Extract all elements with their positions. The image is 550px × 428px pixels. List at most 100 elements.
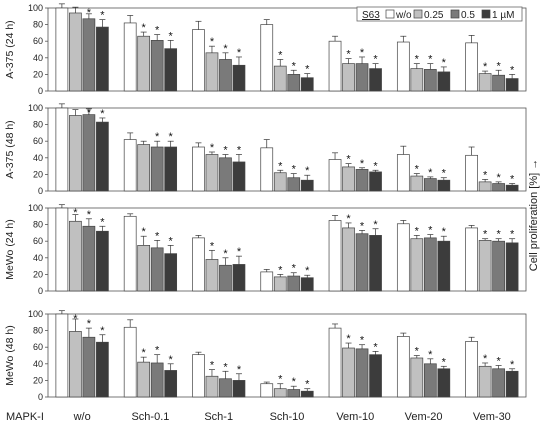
- y-tick-label: 100: [28, 203, 43, 213]
- significance-star: *: [155, 230, 160, 242]
- significance-star: *: [373, 160, 378, 172]
- bar: [219, 378, 232, 398]
- significance-star: *: [223, 248, 228, 260]
- bar: [478, 181, 492, 192]
- bar: [82, 225, 96, 292]
- bar: [478, 73, 492, 92]
- significance-star: *: [373, 219, 378, 231]
- significance-star: *: [73, 207, 78, 219]
- bar: [260, 383, 274, 398]
- bar: [328, 327, 342, 398]
- significance-star: *: [360, 220, 365, 232]
- significance-star: *: [155, 131, 160, 143]
- category-label: Sch-10: [270, 411, 305, 423]
- category-axis-labels: w/o Sch-0.1 Sch-1 Sch-10 Vem-10 Vem-20 Vem-30: [73, 411, 511, 423]
- significance-star: *: [87, 209, 92, 221]
- significance-star: *: [237, 246, 242, 258]
- y-tick-label: 100: [28, 309, 43, 319]
- significance-star: *: [415, 346, 420, 358]
- bar: [82, 336, 96, 398]
- y-tick-label: 60: [33, 36, 43, 46]
- chart-panels: 0 20 40 60 80 100 A-375 (24 h) * * * * * * * * * * * * * * * *…: [4, 3, 527, 402]
- bar: [219, 264, 232, 292]
- bar: [287, 177, 301, 192]
- significance-star: *: [87, 318, 92, 330]
- bar: [96, 26, 109, 92]
- bar: [260, 24, 274, 92]
- significance-star: *: [510, 174, 515, 186]
- bar: [69, 115, 82, 192]
- significance-star: *: [169, 30, 174, 42]
- bar: [192, 146, 205, 192]
- bar: [164, 48, 178, 92]
- bar: [465, 227, 478, 292]
- significance-star: *: [210, 36, 215, 48]
- panel-y-label: MeWo (48 h): [4, 325, 16, 386]
- panel-2: 0 20 40 60 80 100 A-375 (48 h) * * * * * * * * * * * * * * * *…: [4, 103, 527, 196]
- legend-title: S63: [362, 10, 380, 21]
- significance-star: *: [210, 142, 215, 154]
- panel-frame: [47, 313, 527, 398]
- bar: [287, 74, 301, 92]
- y-tick-label: 20: [33, 69, 43, 79]
- significance-star: *: [373, 341, 378, 353]
- y-tick-label: 60: [33, 236, 43, 246]
- bar: [437, 71, 451, 92]
- significance-star: *: [510, 359, 515, 371]
- bar: [492, 74, 505, 92]
- significance-star: *: [142, 347, 147, 359]
- legend-swatch: [385, 9, 395, 19]
- y-axis-title: Cell proliferation [%] →: [528, 159, 540, 272]
- significance-star: *: [496, 355, 501, 367]
- significance-star: *: [292, 376, 297, 388]
- bar: [96, 341, 109, 398]
- significance-star: *: [278, 160, 283, 172]
- bar: [192, 237, 205, 292]
- significance-star: *: [305, 64, 310, 76]
- bar: [505, 78, 519, 92]
- bar: [123, 22, 137, 92]
- bar: [287, 275, 301, 292]
- bar: [205, 52, 219, 92]
- y-tick-label: 40: [33, 359, 43, 369]
- bar: [232, 161, 246, 192]
- category-label: Sch-0.1: [131, 411, 169, 423]
- significance-star: *: [87, 7, 92, 19]
- significance-star: *: [346, 333, 351, 345]
- bar: [69, 12, 82, 92]
- y-tick-label: 100: [28, 103, 43, 113]
- bar: [273, 388, 287, 398]
- panel-y-label: A-375 (24 h): [4, 20, 16, 78]
- bar: [69, 331, 82, 398]
- y-tick-label: 0: [38, 86, 43, 96]
- bar: [328, 220, 342, 292]
- bar: [355, 63, 369, 92]
- bar: [505, 184, 519, 192]
- bar: [410, 238, 424, 292]
- significance-star: *: [278, 264, 283, 276]
- bar: [273, 172, 287, 192]
- bar: [273, 65, 287, 92]
- y-tick-label: 100: [28, 3, 43, 13]
- bar: [232, 264, 246, 292]
- significance-star: *: [278, 49, 283, 61]
- significance-star: *: [169, 235, 174, 247]
- legend-entry-label: 0.5: [461, 10, 475, 21]
- significance-star: *: [237, 47, 242, 59]
- legend-swatch: [481, 9, 491, 19]
- y-tick-label: 40: [33, 53, 43, 63]
- bar: [205, 375, 219, 398]
- bar: [492, 368, 505, 398]
- bar: [300, 77, 314, 92]
- significance-star: *: [496, 229, 501, 241]
- bar: [437, 179, 451, 192]
- significance-star: *: [305, 265, 310, 277]
- significance-star: *: [210, 360, 215, 372]
- y-tick-label: 20: [33, 169, 43, 179]
- significance-star: *: [360, 335, 365, 347]
- bar: [410, 175, 424, 192]
- significance-star: *: [483, 61, 488, 73]
- significance-star: *: [346, 213, 351, 225]
- bar: [437, 368, 451, 398]
- significance-star: *: [415, 54, 420, 66]
